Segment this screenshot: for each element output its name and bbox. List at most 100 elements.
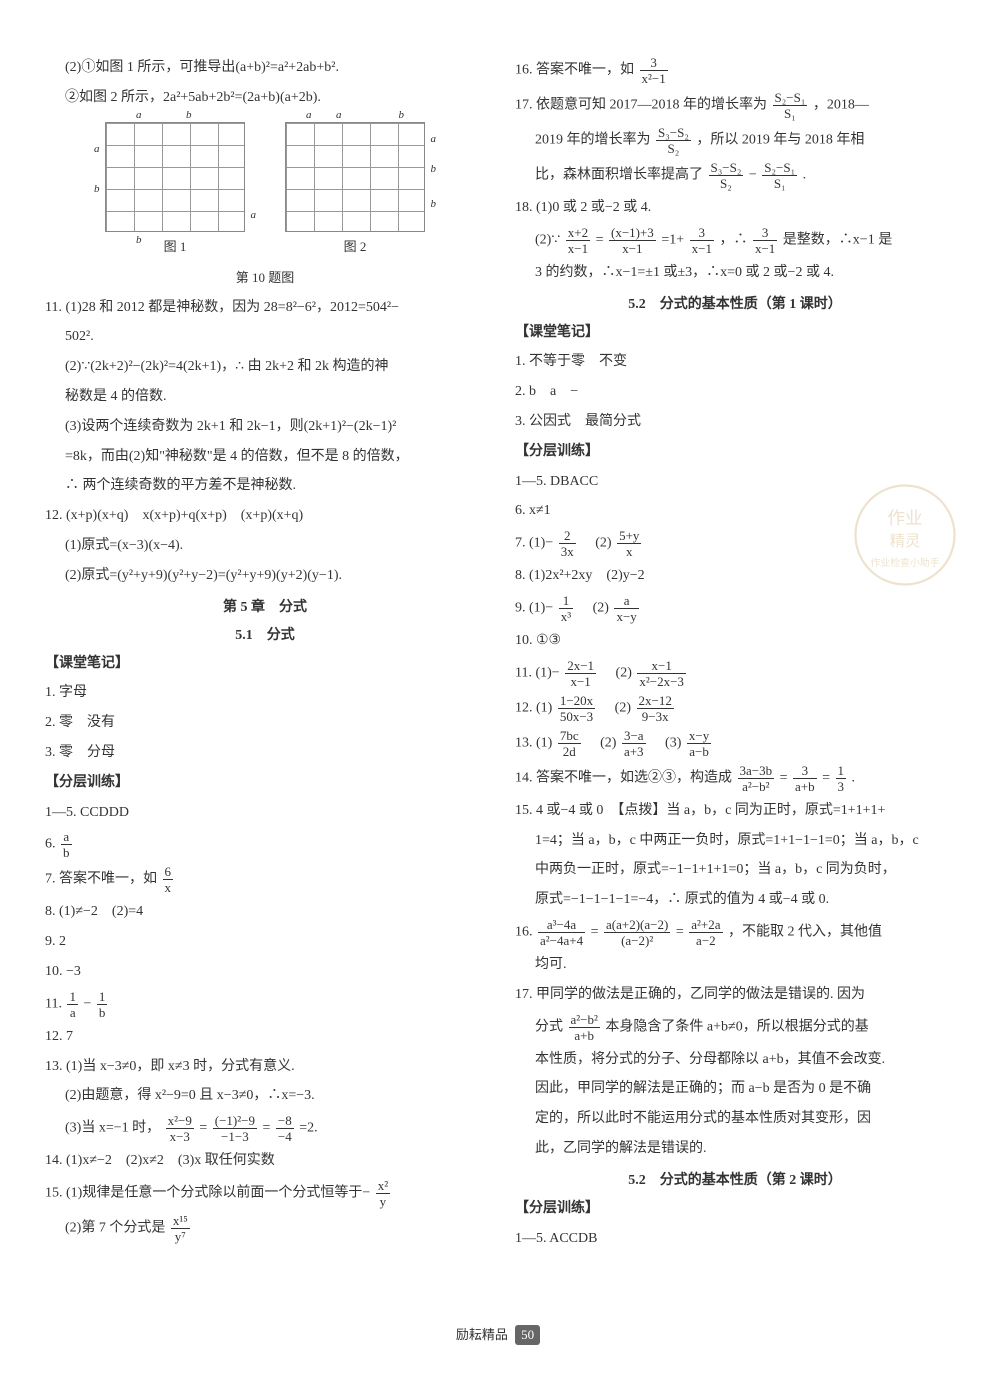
figure-caption: 图 1 bbox=[164, 236, 187, 255]
fraction: 1x³ bbox=[557, 594, 575, 623]
label: = bbox=[199, 1121, 210, 1136]
text-line: 14. 答案不唯一，如选②③，构造成 3a−3ba²−b² = 3a+b = 1… bbox=[515, 764, 955, 793]
text-line: (3)设两个连续奇数为 2k+1 和 2k−1，则(2k+1)²−(2k−1)² bbox=[45, 415, 485, 439]
fraction: 2x−129−3x bbox=[635, 694, 676, 723]
fraction: (x−1)+3x−1 bbox=[607, 226, 658, 255]
figure-1: a b a b b a 图 1 bbox=[105, 122, 245, 255]
label: 7. (1)− bbox=[515, 536, 553, 551]
text-line: 1—5. DBACC bbox=[515, 470, 955, 494]
label: = bbox=[596, 233, 607, 248]
label: =1+ bbox=[661, 233, 687, 248]
label: 17. 依题意可知 2017—2018 年的增长率为 bbox=[515, 98, 771, 113]
label: (2) bbox=[602, 665, 632, 680]
text-line: 2. b a − bbox=[515, 380, 955, 404]
text-line: 10. −3 bbox=[45, 960, 485, 984]
fraction: S₂−S₁S₁ bbox=[760, 161, 799, 190]
label-b: b bbox=[431, 163, 437, 175]
label: 2019 年的增长率为 bbox=[535, 133, 654, 148]
fraction: x−1x²−2x−3 bbox=[635, 659, 688, 688]
label: (2) bbox=[586, 735, 616, 750]
fraction: 2x−1x−1 bbox=[563, 659, 598, 688]
fraction: S₃−S₂S₂ bbox=[707, 161, 746, 190]
footer-text: 励耘精品 bbox=[456, 1327, 508, 1342]
figure-caption: 图 2 bbox=[344, 236, 367, 255]
text-line: 3 的约数，∴x−1=±1 或±3，∴x=0 或 2 或−2 或 4. bbox=[515, 261, 955, 285]
label: ，∴ bbox=[719, 233, 747, 248]
fraction: 3−aa+3 bbox=[620, 729, 648, 758]
text-line: 1. 不等于零 不变 bbox=[515, 350, 955, 374]
label: 11. bbox=[45, 996, 65, 1011]
text-line: (1)原式=(x−3)(x−4). bbox=[45, 534, 485, 558]
text-line: 9. 2 bbox=[45, 930, 485, 954]
fraction: 6x bbox=[161, 865, 176, 894]
text-line: 17. 甲同学的做法是正确的，乙同学的做法是错误的. 因为 bbox=[515, 983, 955, 1007]
text-line: 均可. bbox=[515, 953, 955, 977]
fraction: 5+yx bbox=[615, 529, 643, 558]
label-b: b bbox=[94, 183, 100, 195]
section-title: 5.2 分式的基本性质（第 1 课时） bbox=[515, 293, 955, 313]
fraction: x−ya−b bbox=[685, 729, 713, 758]
text-line: 10. ①③ bbox=[515, 629, 955, 653]
section-title: 5.2 分式的基本性质（第 2 课时） bbox=[515, 1169, 955, 1189]
text-line: 16. 答案不唯一，如 3x²−1 bbox=[515, 56, 955, 85]
page-footer: 励耘精品 50 bbox=[0, 1324, 1000, 1345]
label: . bbox=[852, 770, 856, 785]
label: 7. 答案不唯一，如 bbox=[45, 872, 157, 887]
fraction: a³−4aa²−4a+4 bbox=[536, 918, 587, 947]
text-line: 1—5. CCDDD bbox=[45, 801, 485, 825]
label: = bbox=[676, 925, 687, 940]
text-line: 14. (1)x≠−2 (2)x≠2 (3)x 取任何实数 bbox=[45, 1149, 485, 1173]
label-a: a bbox=[136, 109, 142, 121]
section-title: 5.1 分式 bbox=[45, 624, 485, 644]
label: − bbox=[83, 996, 94, 1011]
fraction: 3a−3ba²−b² bbox=[736, 764, 777, 793]
label: . bbox=[803, 168, 807, 183]
label: 分式 bbox=[535, 1019, 563, 1034]
fraction: S₂−S₁S₁ bbox=[771, 91, 810, 120]
chapter-title: 第 5 章 分式 bbox=[45, 596, 485, 616]
text-line: 3. 零 分母 bbox=[45, 741, 485, 765]
text-line: ∴ 两个连续奇数的平方差不是神秘数. bbox=[45, 474, 485, 498]
label: 16. 答案不唯一，如 bbox=[515, 63, 634, 78]
label: 16. bbox=[515, 925, 536, 940]
text-line: (2)由题意，得 x²−9=0 且 x−3≠0，∴x=−3. bbox=[45, 1084, 485, 1108]
text-line: 11. 1a − 1b bbox=[45, 990, 485, 1019]
page-content: (2)①如图 1 所示，可推导出(a+b)²=a²+2ab+b². ②如图 2 … bbox=[0, 0, 1000, 1286]
label: 11. (1)− bbox=[515, 665, 560, 680]
fraction: (−1)²−9−1−3 bbox=[211, 1114, 259, 1143]
label-a: a bbox=[306, 109, 312, 121]
label: (2)∵ bbox=[535, 233, 560, 248]
label: = bbox=[262, 1121, 273, 1136]
label-a: a bbox=[251, 209, 257, 221]
layer-header: 【分层训练】 bbox=[45, 771, 485, 795]
text-line: 3. 公因式 最简分式 bbox=[515, 410, 955, 434]
text-line: 9. (1)− 1x³ (2) ax−y bbox=[515, 594, 955, 623]
label: 6. bbox=[45, 837, 59, 852]
label: 14. 答案不唯一，如选②③，构造成 bbox=[515, 770, 732, 785]
fraction: −8−4 bbox=[274, 1114, 296, 1143]
text-line: 12. 7 bbox=[45, 1025, 485, 1049]
note-header: 【课堂笔记】 bbox=[515, 321, 955, 345]
layer-header: 【分层训练】 bbox=[515, 440, 955, 464]
label: =2. bbox=[299, 1121, 317, 1136]
note-header: 【课堂笔记】 bbox=[45, 652, 485, 676]
text-line: 13. (1)当 x−3≠0，即 x≠3 时，分式有意义. bbox=[45, 1055, 485, 1079]
fraction: x²−9x−3 bbox=[164, 1114, 196, 1143]
text-line: (2)∵(2k+2)²−(2k)²=4(2k+1)，∴ 由 2k+2 和 2k … bbox=[45, 355, 485, 379]
label: = bbox=[822, 770, 833, 785]
label: (3)当 x=−1 时， bbox=[65, 1121, 160, 1136]
text-line: 秘数是 4 的倍数. bbox=[45, 385, 485, 409]
fraction: ax−y bbox=[612, 594, 640, 623]
label: 本身隐含了条件 a+b≠0，所以根据分式的基 bbox=[605, 1019, 868, 1034]
layer-header: 【分层训练】 bbox=[515, 1197, 955, 1221]
text-line: (2)∵ x+2x−1 = (x−1)+3x−1 =1+ 3x−1 ，∴ 3x−… bbox=[515, 226, 955, 255]
text-line: (2)第 7 个分式是 x¹⁵y⁷ bbox=[45, 1214, 485, 1243]
text-line: 因此，甲同学的解法是正确的；而 a−b 是否为 0 是不确 bbox=[515, 1077, 955, 1101]
label: (2) bbox=[601, 700, 631, 715]
text-line: 7. (1)− 23x (2) 5+yx bbox=[515, 529, 955, 558]
text-line: (2)原式=(y²+y+9)(y²+y−2)=(y²+y+9)(y+2)(y−1… bbox=[45, 564, 485, 588]
text-line: 定的，所以此时不能运用分式的基本性质对其变形，因 bbox=[515, 1107, 955, 1131]
text-line: 比，森林面积增长率提高了 S₃−S₂S₂ − S₂−S₁S₁ . bbox=[515, 161, 955, 190]
fraction: 3x−1 bbox=[688, 226, 716, 255]
label-b: b bbox=[431, 198, 437, 210]
